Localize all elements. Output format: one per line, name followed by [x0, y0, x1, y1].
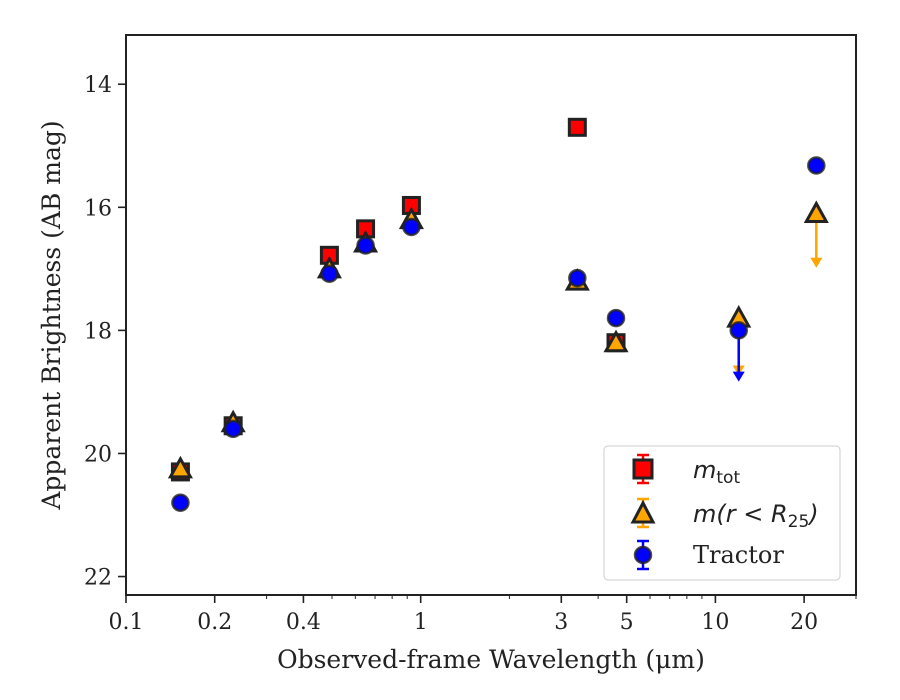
x-tick-label: 1 [414, 610, 428, 635]
legend-box [603, 445, 841, 581]
y-tick-label: 14 [84, 73, 112, 98]
x-tick-label: 3 [554, 610, 568, 635]
data-point-circle [171, 493, 190, 512]
axes-layer: 0.1 0.2 0.4 1 3 5 10 20 14 16 18 20 22 [84, 73, 857, 635]
legend-triangle-marker [630, 499, 656, 524]
x-axis-label: Observed-frame Wavelength (μm) [277, 645, 705, 674]
legend-label-mtot: mtot [693, 456, 740, 488]
data-point-circle [402, 217, 421, 237]
data-point-circle [356, 236, 375, 255]
y-tick-label: 22 [84, 566, 112, 591]
data-point-triangle [167, 455, 193, 479]
legend-entry-tractor: Tractor [633, 539, 784, 571]
data-point-circle [807, 156, 826, 175]
data-point-circle [568, 268, 587, 288]
upper-limit-arrow-head [732, 371, 745, 382]
x-tick-label: 0.2 [197, 610, 232, 635]
y-tick-label: 16 [84, 196, 112, 221]
data-point-square [567, 117, 587, 137]
plot-layer [167, 117, 829, 512]
upper-limit-arrow-head [810, 257, 823, 268]
x-tick-label: 0.1 [109, 610, 144, 635]
data-point-triangle [803, 200, 829, 223]
y-tick-label: 20 [84, 442, 112, 467]
legend-square-marker [632, 458, 654, 480]
data-point-triangle [603, 329, 629, 353]
data-point-circle [606, 308, 626, 328]
x-tick-label: 5 [620, 610, 634, 635]
x-tick-label: 10 [701, 610, 729, 635]
legend-entry-mtot: mtot [632, 453, 740, 488]
plot-frame [125, 34, 857, 596]
data-point-circle [729, 321, 748, 340]
data-point-circle [223, 419, 243, 439]
data-point-circle [320, 264, 339, 284]
y-axis-label: Apparent Brightness (AB mag) [37, 120, 66, 510]
y-tick-label: 18 [84, 319, 112, 344]
legend-circle-marker [633, 545, 653, 565]
legend: mtot m(r < R25) Tractor [603, 445, 841, 581]
legend-label-tractor: Tractor [693, 541, 784, 569]
x-tick-label: 20 [790, 610, 818, 635]
x-tick-label: 0.4 [286, 610, 321, 635]
